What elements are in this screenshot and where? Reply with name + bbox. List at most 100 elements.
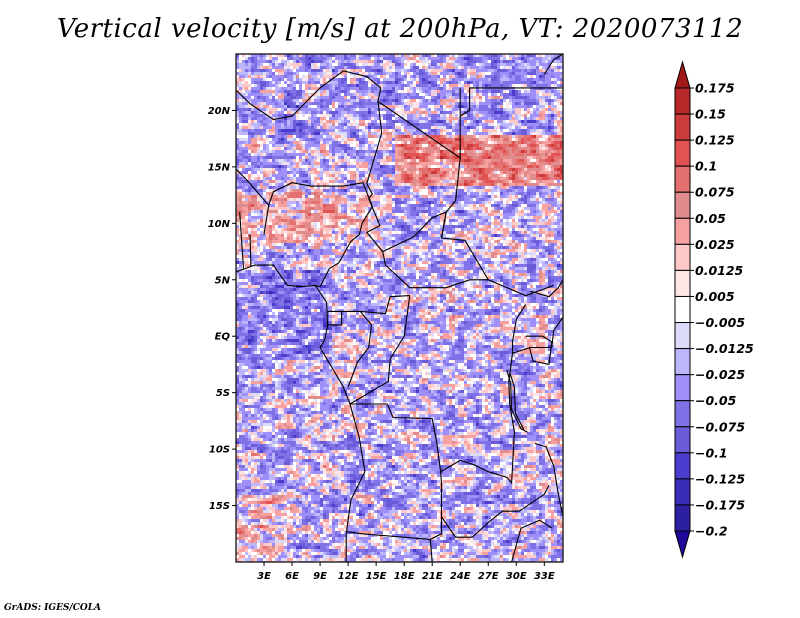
field-cell: [356, 156, 360, 160]
field-cell: [521, 162, 525, 166]
field-cell: [323, 102, 327, 106]
field-cell: [437, 87, 441, 91]
field-cell: [524, 141, 528, 145]
field-cell: [407, 153, 411, 157]
field-cell: [365, 159, 369, 163]
field-cell: [302, 153, 306, 157]
field-cell: [515, 78, 519, 82]
field-cell: [455, 87, 459, 91]
field-cell: [335, 171, 339, 175]
field-cell: [446, 69, 450, 73]
field-cell: [365, 135, 369, 139]
field-cell: [317, 78, 321, 82]
field-cell: [536, 114, 540, 118]
field-cell: [308, 108, 312, 112]
field-cell: [251, 186, 255, 190]
field-cell: [506, 141, 510, 145]
field-cell: [290, 93, 294, 97]
field-cell: [449, 174, 453, 178]
field-cell: [425, 54, 429, 58]
field-cell: [254, 159, 258, 163]
field-cell: [251, 90, 255, 94]
field-cell: [449, 108, 453, 112]
field-cell: [269, 138, 273, 142]
field-cell: [278, 141, 282, 145]
field-cell: [515, 108, 519, 112]
field-cell: [263, 135, 267, 139]
field-cell: [422, 111, 426, 115]
field-cell: [548, 183, 552, 187]
field-cell: [242, 90, 246, 94]
field-cell: [278, 159, 282, 163]
field-cell: [404, 108, 408, 112]
field-cell: [374, 75, 378, 79]
field-cell: [269, 78, 273, 82]
field-cell: [401, 135, 405, 139]
field-cell: [512, 117, 516, 121]
field-cell: [344, 93, 348, 97]
field-cell: [449, 153, 453, 157]
field-cell: [296, 105, 300, 109]
field-cell: [455, 153, 459, 157]
field-cell: [386, 120, 390, 124]
field-cell: [392, 123, 396, 127]
field-cell: [266, 138, 270, 142]
field-cell: [467, 150, 471, 154]
field-cell: [461, 99, 465, 103]
field-cell: [365, 165, 369, 169]
field-cell: [332, 57, 336, 61]
field-cell: [368, 75, 372, 79]
field-cell: [467, 147, 471, 151]
field-cell: [362, 66, 366, 70]
field-cell: [542, 141, 546, 145]
field-cell: [269, 60, 273, 64]
field-cell: [452, 189, 456, 193]
field-cell: [470, 117, 474, 121]
field-cell: [320, 126, 324, 130]
field-cell: [503, 93, 507, 97]
field-cell: [482, 72, 486, 76]
field-cell: [260, 171, 264, 175]
field-cell: [476, 123, 480, 127]
field-cell: [443, 126, 447, 130]
field-cell: [290, 78, 294, 82]
field-cell: [308, 102, 312, 106]
field-cell: [533, 96, 537, 100]
field-cell: [326, 144, 330, 148]
field-cell: [287, 132, 291, 136]
field-cell: [482, 174, 486, 178]
field-cell: [425, 99, 429, 103]
field-cell: [536, 123, 540, 127]
field-cell: [308, 174, 312, 178]
field-cell: [479, 123, 483, 127]
field-cell: [248, 84, 252, 88]
field-cell: [389, 102, 393, 106]
field-cell: [539, 141, 543, 145]
field-cell: [533, 99, 537, 103]
field-cell: [305, 123, 309, 127]
field-cell: [389, 156, 393, 160]
field-cell: [275, 54, 279, 58]
field-cell: [479, 90, 483, 94]
field-cell: [311, 153, 315, 157]
field-cell: [371, 105, 375, 109]
field-cell: [518, 102, 522, 106]
field-cell: [458, 183, 462, 187]
field-cell: [485, 159, 489, 163]
field-cell: [395, 81, 399, 85]
field-cell: [317, 183, 321, 187]
field-cell: [542, 111, 546, 115]
field-cell: [404, 150, 408, 154]
field-cell: [515, 153, 519, 157]
field-cell: [386, 54, 390, 58]
field-cell: [449, 111, 453, 115]
field-cell: [416, 126, 420, 130]
field-cell: [257, 147, 261, 151]
field-cell: [470, 93, 474, 97]
field-cell: [491, 54, 495, 58]
field-cell: [341, 57, 345, 61]
field-cell: [344, 183, 348, 187]
field-cell: [395, 159, 399, 163]
field-cell: [539, 81, 543, 85]
field-cell: [350, 156, 354, 160]
